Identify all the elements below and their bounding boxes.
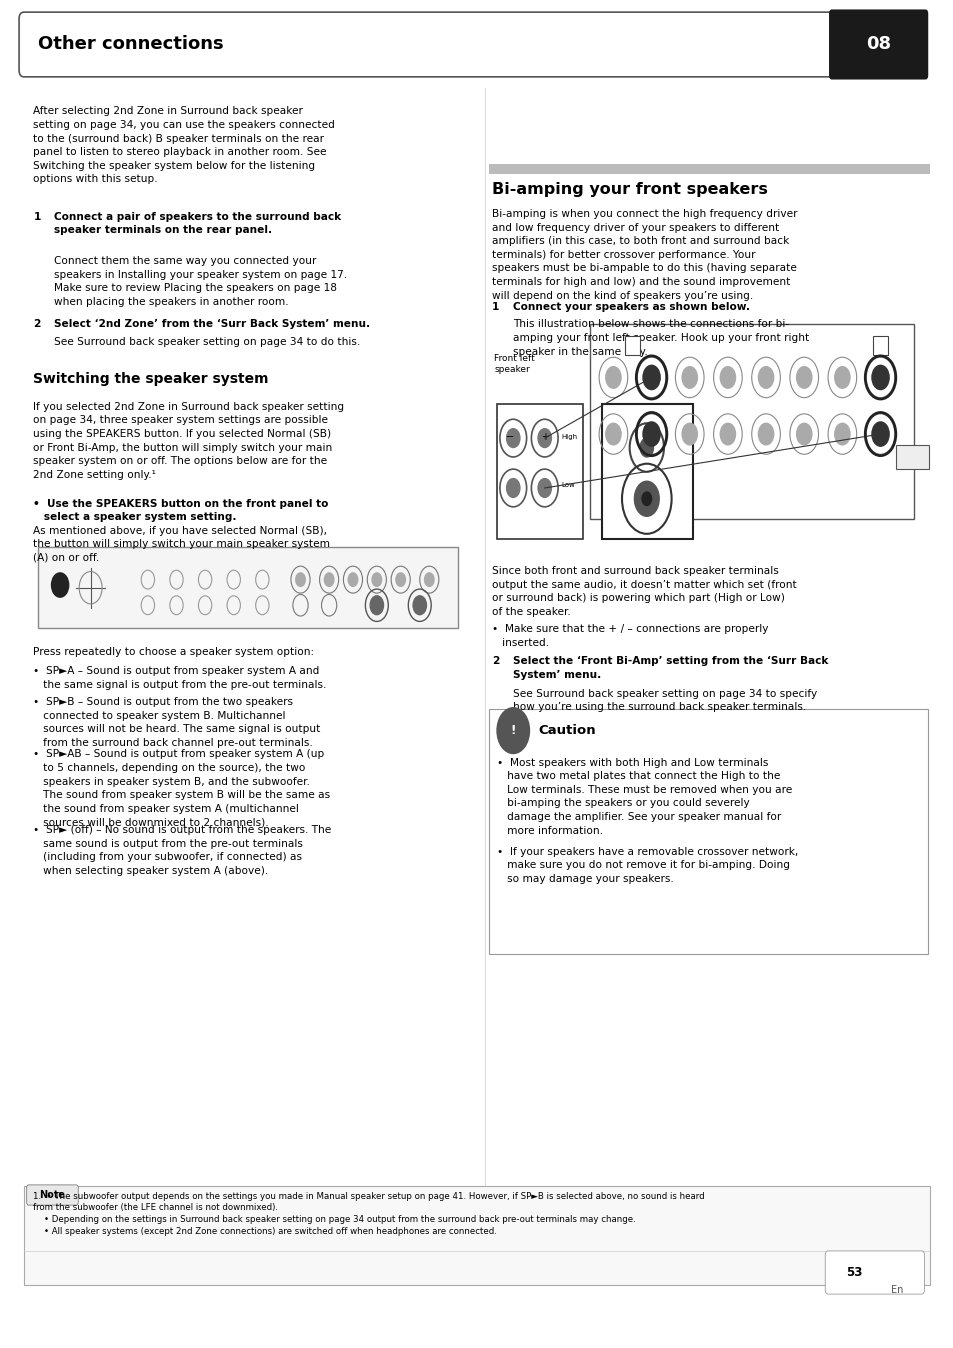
FancyBboxPatch shape xyxy=(489,164,929,174)
FancyBboxPatch shape xyxy=(824,1251,923,1294)
Text: Press repeatedly to choose a speaker system option:: Press repeatedly to choose a speaker sys… xyxy=(33,647,314,656)
FancyBboxPatch shape xyxy=(19,12,834,77)
Text: After selecting 2nd Zone in Surround back speaker
setting on page 34, you can us: After selecting 2nd Zone in Surround bac… xyxy=(33,106,335,185)
Circle shape xyxy=(537,429,551,448)
Text: 1.  • The subwoofer output depends on the settings you made in Manual speaker se: 1. • The subwoofer output depends on the… xyxy=(33,1192,704,1236)
Circle shape xyxy=(634,481,659,516)
Circle shape xyxy=(642,365,659,390)
Circle shape xyxy=(871,422,888,446)
FancyBboxPatch shape xyxy=(24,1186,929,1285)
FancyBboxPatch shape xyxy=(497,404,582,539)
Text: High: High xyxy=(560,434,577,439)
Text: •  Make sure that the + / – connections are properly
   inserted.: • Make sure that the + / – connections a… xyxy=(492,624,768,648)
FancyBboxPatch shape xyxy=(489,709,927,954)
Circle shape xyxy=(506,429,519,448)
Text: If you selected 2nd Zone in Surround back speaker setting
on page 34, three spea: If you selected 2nd Zone in Surround bac… xyxy=(33,402,344,480)
Circle shape xyxy=(834,367,849,388)
Text: •  SP► (off) – No sound is output from the speakers. The
   same sound is output: • SP► (off) – No sound is output from th… xyxy=(33,825,332,876)
Text: Bi-amping your front speakers: Bi-amping your front speakers xyxy=(492,182,767,197)
Circle shape xyxy=(871,365,888,390)
Circle shape xyxy=(424,573,434,586)
Circle shape xyxy=(834,423,849,445)
Text: −: − xyxy=(506,431,514,442)
Text: Connect a pair of speakers to the surround back
speaker terminals on the rear pa: Connect a pair of speakers to the surrou… xyxy=(54,212,341,236)
FancyBboxPatch shape xyxy=(27,1185,78,1205)
Circle shape xyxy=(497,708,529,754)
Text: Low: Low xyxy=(560,483,574,488)
Text: Switching the speaker system: Switching the speaker system xyxy=(33,372,269,386)
FancyBboxPatch shape xyxy=(38,547,457,628)
Circle shape xyxy=(324,573,334,586)
Circle shape xyxy=(51,573,69,597)
Text: •  Use the SPEAKERS button on the front panel to
   select a speaker system sett: • Use the SPEAKERS button on the front p… xyxy=(33,499,329,523)
Circle shape xyxy=(796,423,811,445)
Text: Note: Note xyxy=(39,1190,66,1200)
Circle shape xyxy=(872,423,887,445)
Text: Bi-amping is when you connect the high frequency driver
and low frequency driver: Bi-amping is when you connect the high f… xyxy=(492,209,797,301)
Text: This illustration below shows the connections for bi-
amping your front left spe: This illustration below shows the connec… xyxy=(513,319,809,357)
Circle shape xyxy=(758,367,773,388)
Text: 2: 2 xyxy=(33,319,41,329)
Circle shape xyxy=(605,423,620,445)
Text: En: En xyxy=(890,1285,902,1295)
Text: +: + xyxy=(540,431,548,442)
Text: Since both front and surround back speaker terminals
output the same audio, it d: Since both front and surround back speak… xyxy=(492,566,796,617)
Circle shape xyxy=(643,367,659,388)
Text: Caution: Caution xyxy=(537,724,595,737)
Text: 08: 08 xyxy=(865,35,890,54)
Circle shape xyxy=(720,367,735,388)
Text: Connect them the same way you connected your
speakers in Installing your speaker: Connect them the same way you connected … xyxy=(54,256,347,307)
Text: 1: 1 xyxy=(33,212,41,221)
Text: Connect your speakers as shown below.: Connect your speakers as shown below. xyxy=(513,302,749,311)
Text: •  Most speakers with both High and Low terminals
   have two metal plates that : • Most speakers with both High and Low t… xyxy=(497,758,791,836)
Circle shape xyxy=(348,573,357,586)
Circle shape xyxy=(413,596,426,615)
FancyBboxPatch shape xyxy=(895,445,928,469)
Text: !: ! xyxy=(510,724,516,737)
Circle shape xyxy=(641,492,651,506)
Text: Select ‘2nd Zone’ from the ‘Surr Back System’ menu.: Select ‘2nd Zone’ from the ‘Surr Back Sy… xyxy=(54,319,370,329)
Text: Front left
speaker: Front left speaker xyxy=(494,353,535,375)
Circle shape xyxy=(506,479,519,497)
Circle shape xyxy=(681,367,697,388)
Circle shape xyxy=(758,423,773,445)
Circle shape xyxy=(720,423,735,445)
Circle shape xyxy=(372,573,381,586)
Text: Other connections: Other connections xyxy=(38,35,224,54)
Circle shape xyxy=(681,423,697,445)
Text: •  SP►A – Sound is output from speaker system A and
   the same signal is output: • SP►A – Sound is output from speaker sy… xyxy=(33,666,327,690)
Text: As mentioned above, if you have selected Normal (SB),
the button will simply swi: As mentioned above, if you have selected… xyxy=(33,526,330,563)
Text: 2: 2 xyxy=(492,656,499,666)
Circle shape xyxy=(642,422,659,446)
Circle shape xyxy=(395,573,405,586)
Text: 53: 53 xyxy=(844,1266,862,1279)
Circle shape xyxy=(872,367,887,388)
Circle shape xyxy=(643,423,659,445)
Text: •  SP►AB – Sound is output from speaker system A (up
   to 5 channels, depending: • SP►AB – Sound is output from speaker s… xyxy=(33,749,330,828)
Text: See Surround back speaker setting on page 34 to do this.: See Surround back speaker setting on pag… xyxy=(54,337,360,346)
FancyBboxPatch shape xyxy=(624,336,639,355)
FancyBboxPatch shape xyxy=(589,324,913,519)
Text: Select the ‘Front Bi-Amp’ setting from the ‘Surr Back
System’ menu.: Select the ‘Front Bi-Amp’ setting from t… xyxy=(513,656,828,681)
Circle shape xyxy=(370,596,383,615)
Circle shape xyxy=(295,573,305,586)
Circle shape xyxy=(605,367,620,388)
Circle shape xyxy=(796,367,811,388)
FancyBboxPatch shape xyxy=(601,404,692,539)
Circle shape xyxy=(537,479,551,497)
FancyBboxPatch shape xyxy=(872,336,887,355)
FancyBboxPatch shape xyxy=(828,9,927,80)
Text: •  If your speakers have a removable crossover network,
   make sure you do not : • If your speakers have a removable cros… xyxy=(497,847,798,884)
Text: •  SP►B – Sound is output from the two speakers
   connected to speaker system B: • SP►B – Sound is output from the two sp… xyxy=(33,697,320,748)
Circle shape xyxy=(639,438,653,457)
Text: 1: 1 xyxy=(492,302,499,311)
Text: See Surround back speaker setting on page 34 to specify
how you’re using the sur: See Surround back speaker setting on pag… xyxy=(513,689,817,713)
